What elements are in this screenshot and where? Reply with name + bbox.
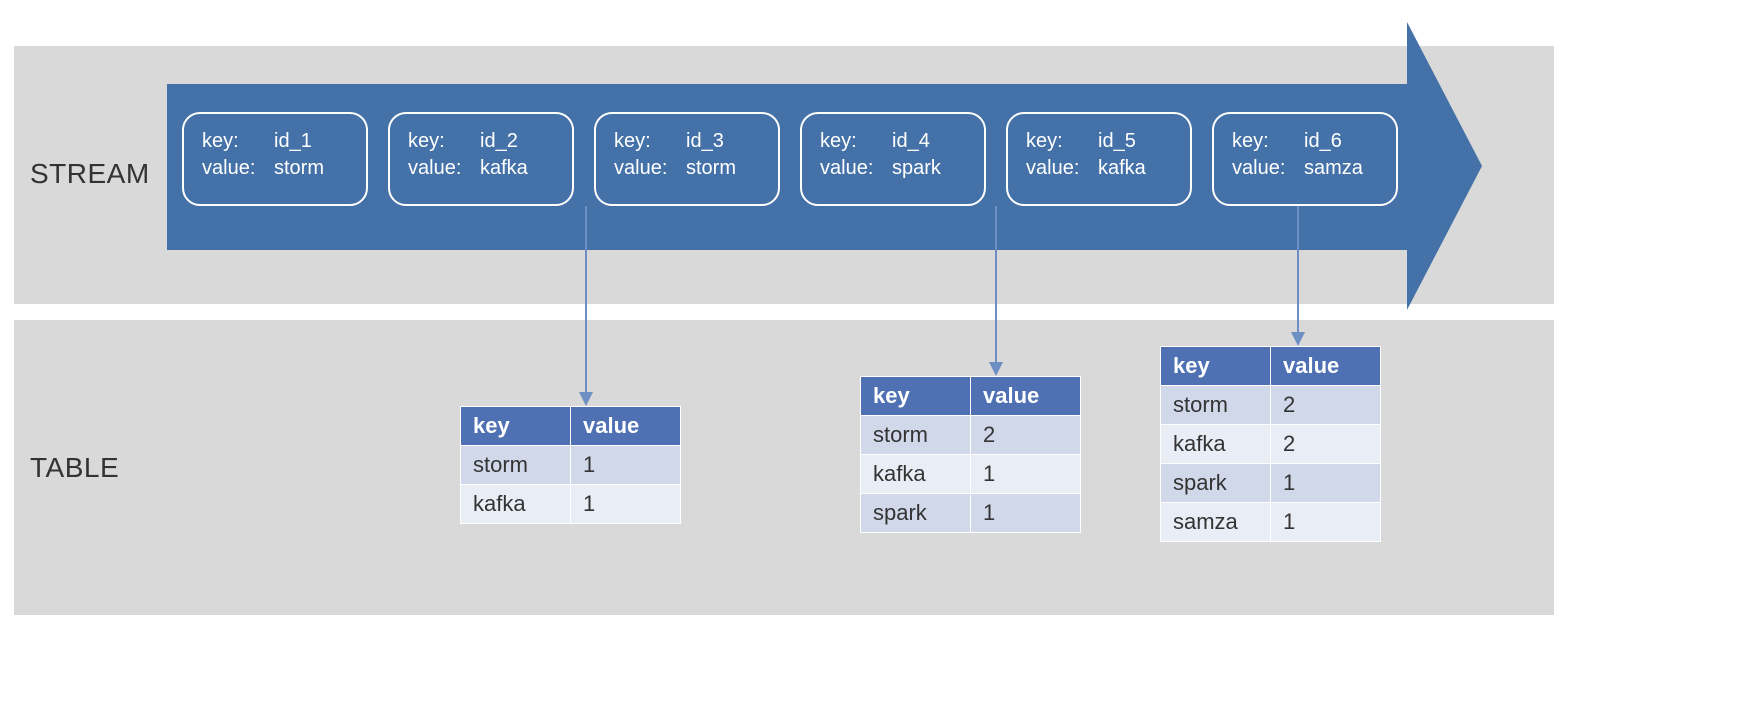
table-row: spark1: [1161, 464, 1381, 503]
stream-box-3: key:id_4value:spark: [800, 112, 986, 206]
connector-arrow-2: [1291, 332, 1305, 346]
stream-key-label: key:: [1026, 130, 1098, 153]
stream-box-0: key:id_1value:storm: [182, 112, 368, 206]
table-cell-key: spark: [1161, 464, 1271, 503]
stream-box-1: key:id_2value:kafka: [388, 112, 574, 206]
stream-label: STREAM: [30, 158, 150, 190]
stream-box-5: key:id_6value:samza: [1212, 112, 1398, 206]
table-cell-key: storm: [1161, 386, 1271, 425]
table-label: TABLE: [30, 452, 119, 484]
table-cell-value: 2: [1271, 425, 1381, 464]
stream-key-label: key:: [408, 130, 480, 153]
connector-line-1: [995, 206, 997, 364]
stream-value-value: kafka: [1098, 157, 1146, 180]
table-row: kafka1: [461, 485, 681, 524]
stream-key-value: id_5: [1098, 130, 1136, 153]
stream-value-label: value:: [820, 157, 892, 180]
table-cell-value: 2: [971, 416, 1081, 455]
stream-key-value: id_2: [480, 130, 518, 153]
stream-value-label: value:: [1232, 157, 1304, 180]
table-row: kafka2: [1161, 425, 1381, 464]
connector-arrow-0: [579, 392, 593, 406]
table-cell-key: kafka: [861, 455, 971, 494]
stream-key-label: key:: [202, 130, 274, 153]
table-cell-value: 1: [971, 494, 1081, 533]
table-header-value: value: [571, 407, 681, 446]
table-row: kafka1: [861, 455, 1081, 494]
connector-line-2: [1297, 206, 1299, 334]
table-header-value: value: [1271, 347, 1381, 386]
table-row: storm2: [861, 416, 1081, 455]
table-cell-key: kafka: [461, 485, 571, 524]
table-cell-value: 2: [1271, 386, 1381, 425]
stream-value-value: spark: [892, 157, 941, 180]
table-cell-value: 1: [971, 455, 1081, 494]
table-cell-key: samza: [1161, 503, 1271, 542]
table-header-key: key: [461, 407, 571, 446]
stream-value-value: samza: [1304, 157, 1363, 180]
table-row: storm2: [1161, 386, 1381, 425]
table-row: spark1: [861, 494, 1081, 533]
table-cell-key: storm: [461, 446, 571, 485]
table-header-key: key: [1161, 347, 1271, 386]
table-row: storm1: [461, 446, 681, 485]
stream-key-value: id_1: [274, 130, 312, 153]
stream-value-label: value:: [614, 157, 686, 180]
stream-key-label: key:: [614, 130, 686, 153]
connector-arrow-1: [989, 362, 1003, 376]
table-row: samza1: [1161, 503, 1381, 542]
connector-line-0: [585, 206, 587, 394]
stream-key-label: key:: [1232, 130, 1304, 153]
stream-key-value: id_4: [892, 130, 930, 153]
stream-value-value: kafka: [480, 157, 528, 180]
kv-table-2: keyvaluestorm2kafka2spark1samza1: [1160, 346, 1381, 542]
stream-value-value: storm: [686, 157, 736, 180]
kv-table-1: keyvaluestorm2kafka1spark1: [860, 376, 1081, 533]
table-cell-value: 1: [571, 446, 681, 485]
stream-value-label: value:: [408, 157, 480, 180]
stream-value-label: value:: [1026, 157, 1098, 180]
stream-arrow-head: [1407, 22, 1482, 310]
table-header-key: key: [861, 377, 971, 416]
table-cell-value: 1: [1271, 503, 1381, 542]
stream-box-2: key:id_3value:storm: [594, 112, 780, 206]
stream-key-label: key:: [820, 130, 892, 153]
stream-box-4: key:id_5value:kafka: [1006, 112, 1192, 206]
kv-table-0: keyvaluestorm1kafka1: [460, 406, 681, 524]
stream-key-value: id_3: [686, 130, 724, 153]
table-cell-value: 1: [1271, 464, 1381, 503]
stream-value-value: storm: [274, 157, 324, 180]
table-header-value: value: [971, 377, 1081, 416]
stream-value-label: value:: [202, 157, 274, 180]
table-cell-key: storm: [861, 416, 971, 455]
stream-key-value: id_6: [1304, 130, 1342, 153]
table-cell-value: 1: [571, 485, 681, 524]
table-cell-key: spark: [861, 494, 971, 533]
table-cell-key: kafka: [1161, 425, 1271, 464]
